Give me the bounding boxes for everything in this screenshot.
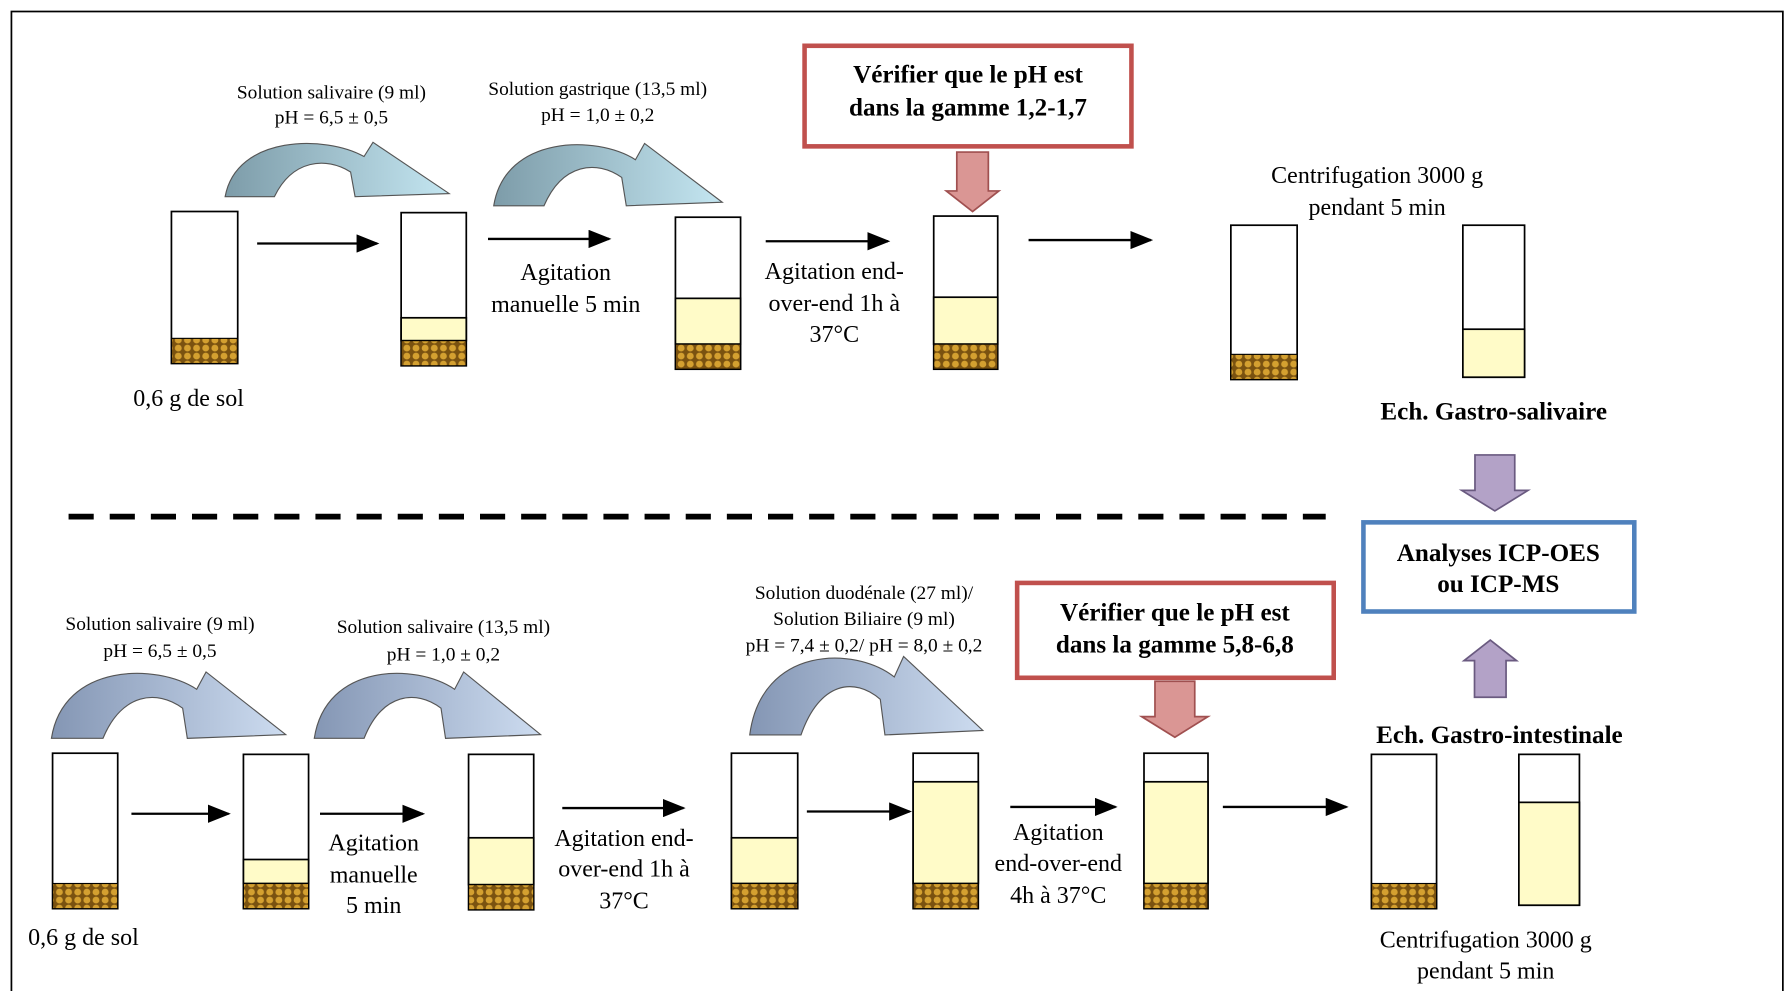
label: pendant 5 min: [1308, 195, 1445, 221]
check-box: [802, 43, 1134, 149]
sediment: [730, 882, 799, 910]
block-arrow: [1461, 638, 1520, 699]
label: 0,6 g de sol: [28, 925, 139, 951]
liquid: [730, 836, 799, 885]
block-arrow: [1138, 680, 1212, 739]
sediment: [1143, 882, 1209, 910]
label: 5 min: [346, 893, 401, 919]
label: pH = 6,5 ± 0,5: [103, 641, 216, 662]
liquid: [400, 316, 468, 342]
label: Vérifier que le pH est: [853, 61, 1083, 88]
frame: [10, 10, 1784, 991]
label: Solution salivaire (9 ml): [65, 614, 254, 635]
label: Agitation end-: [554, 826, 693, 852]
liquid: [674, 297, 742, 345]
label: pH = 7,4 ± 0,2/ pH = 8,0 ± 0,2: [746, 636, 983, 657]
label: pendant 5 min: [1417, 958, 1554, 984]
label: pH = 1,0 ± 0,2: [387, 645, 500, 666]
liquid: [242, 858, 310, 885]
label: Solution Biliaire (9 ml): [773, 609, 955, 630]
label: over-end 1h à: [558, 857, 690, 883]
sediment: [674, 343, 742, 370]
curved-arrow: [313, 671, 543, 739]
label: Solution salivaire (13,5 ml): [337, 617, 550, 638]
liquid: [1518, 801, 1581, 907]
liquid: [1143, 780, 1209, 885]
label: Ech. Gastro-intestinale: [1376, 722, 1623, 749]
liquid: [467, 836, 535, 886]
tube: [51, 752, 119, 910]
sediment: [468, 884, 535, 911]
label: 37°C: [809, 322, 859, 348]
liquid: [912, 780, 980, 885]
check-box: [1014, 580, 1336, 681]
sediment: [912, 882, 979, 910]
label: Vérifier que le pH est: [1060, 600, 1290, 627]
label: Centrifugation 3000 g: [1271, 163, 1483, 189]
sediment: [52, 882, 119, 910]
label: Ech. Gastro-salivaire: [1380, 399, 1607, 426]
label: manuelle: [330, 862, 418, 888]
block-arrow: [943, 151, 1002, 213]
label: Solution duodénale (27 ml)/: [755, 583, 974, 604]
label: 37°C: [599, 889, 649, 915]
label: pH = 6,5 ± 0,5: [275, 107, 388, 128]
label: Solution salivaire (9 ml): [237, 82, 426, 103]
label: Agitation: [328, 830, 419, 856]
label: Centrifugation 3000 g: [1380, 927, 1592, 953]
label: ou ICP-MS: [1437, 571, 1559, 598]
label: Agitation end-: [765, 259, 904, 285]
curved-arrow: [749, 655, 985, 736]
label: dans la gamme 1,2-1,7: [849, 95, 1087, 122]
label: Agitation: [520, 260, 611, 286]
sediment: [1370, 882, 1438, 910]
label: Agitation: [1013, 820, 1104, 846]
label: over-end 1h à: [769, 291, 901, 317]
label: 0,6 g de sol: [133, 386, 244, 412]
curved-arrow: [224, 141, 451, 198]
analysis-box: [1361, 520, 1637, 614]
block-arrow: [1458, 454, 1532, 512]
label: pH = 1,0 ± 0,2: [541, 105, 654, 126]
curved-arrow: [50, 671, 288, 739]
sediment: [242, 882, 310, 910]
label: dans la gamme 5,8-6,8: [1056, 632, 1294, 659]
label: 4h à 37°C: [1010, 883, 1106, 909]
sediment: [170, 337, 239, 365]
sediment: [933, 343, 999, 370]
label: end-over-end: [995, 851, 1122, 877]
sediment: [1230, 353, 1298, 381]
label: manuelle 5 min: [491, 292, 640, 318]
label: Analyses ICP-OES: [1397, 540, 1600, 567]
liquid: [1461, 328, 1526, 379]
liquid: [932, 296, 999, 345]
label: Solution gastrique (13,5 ml): [488, 79, 707, 100]
sediment: [400, 340, 467, 367]
curved-arrow: [493, 142, 724, 207]
